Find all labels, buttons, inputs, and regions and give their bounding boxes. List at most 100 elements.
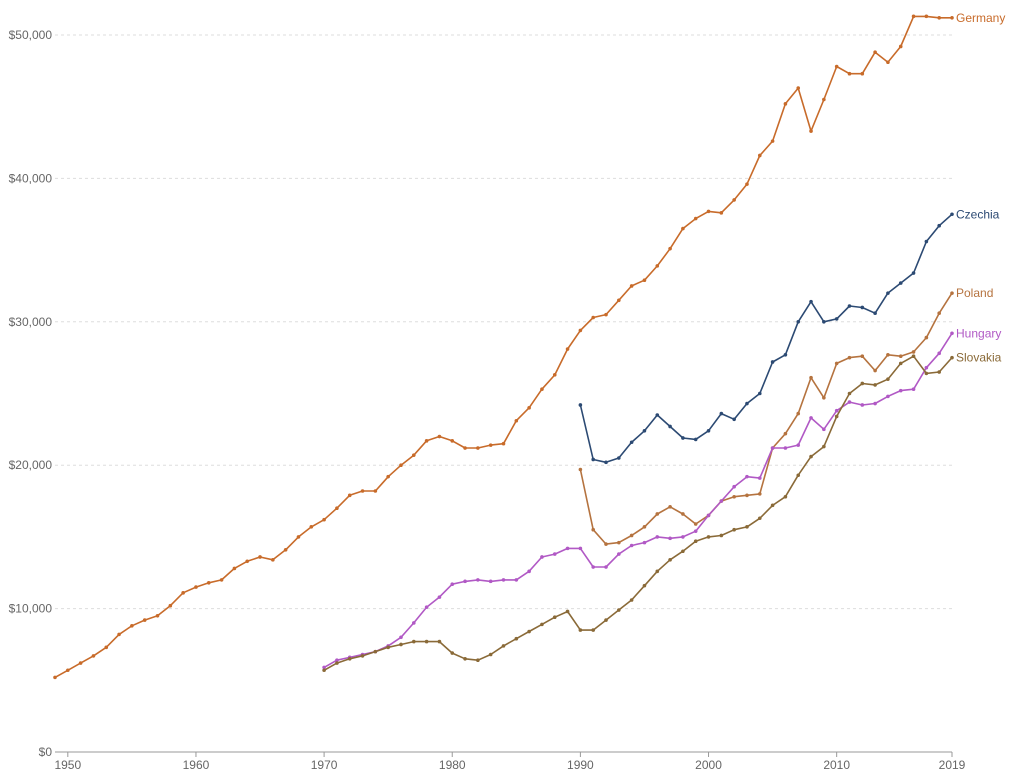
series-label-slovakia: Slovakia [956, 351, 1002, 365]
data-point-poland-1995 [642, 525, 647, 529]
data-point-poland-2017 [924, 335, 929, 340]
data-point-czechia-2018 [937, 223, 941, 228]
data-point-germany-1957 [155, 613, 160, 618]
data-point-slovakia-1990 [578, 628, 583, 632]
data-point-hungary-1978 [424, 605, 429, 609]
data-point-slovakia-1981 [463, 656, 467, 661]
data-point-poland-2006 [783, 431, 788, 436]
data-point-germany-2003 [745, 182, 749, 186]
data-point-hungary-2006 [783, 446, 788, 450]
data-point-hungary-1984 [501, 578, 506, 582]
gridlines [55, 34, 952, 610]
data-point-slovakia-1983 [488, 652, 493, 657]
data-point-slovakia-1992 [604, 618, 608, 622]
data-point-germany-2016 [911, 14, 916, 19]
data-point-czechia-2000 [706, 428, 711, 433]
data-point-germany-1960 [194, 585, 198, 589]
data-point-hungary-1981 [463, 579, 467, 584]
data-point-germany-2015 [898, 44, 903, 49]
data-point-poland-2007 [796, 411, 801, 416]
data-point-hungary-1982 [476, 578, 480, 582]
data-point-germany-1998 [681, 226, 685, 231]
data-point-slovakia-1993 [617, 608, 621, 612]
data-point-hungary-1976 [399, 635, 403, 640]
data-point-germany-1950 [66, 668, 70, 673]
y-tick-label-40000: $40,000 [9, 171, 53, 185]
data-point-hungary-1985 [514, 578, 519, 582]
data-point-slovakia-2006 [783, 494, 788, 499]
data-point-czechia-1999 [693, 437, 698, 442]
data-point-hungary-1999 [693, 529, 698, 533]
series-label-poland: Poland [956, 286, 993, 300]
data-point-germany-1986 [527, 406, 531, 410]
data-point-hungary-2019 [950, 331, 954, 336]
data-point-hungary-2017 [924, 365, 929, 370]
data-point-hungary-2010 [834, 408, 839, 413]
data-point-germany-1951 [78, 661, 83, 665]
data-point-germany-1996 [655, 264, 660, 268]
data-point-poland-1999 [693, 522, 698, 526]
data-point-hungary-2014 [886, 394, 890, 399]
data-point-slovakia-1989 [565, 609, 570, 614]
data-point-germany-2006 [783, 102, 788, 106]
data-point-slovakia-1973 [360, 654, 365, 658]
data-point-czechia-2005 [770, 360, 775, 364]
data-point-hungary-1994 [629, 543, 634, 548]
data-point-germany-1990 [578, 328, 583, 333]
data-point-germany-2000 [706, 209, 711, 214]
data-point-poland-1996 [655, 512, 660, 516]
data-point-czechia-2019 [950, 212, 954, 217]
data-point-hungary-1991 [591, 565, 595, 569]
series-line-poland [579, 292, 953, 545]
data-point-hungary-2012 [860, 403, 865, 407]
data-point-germany-2017 [924, 14, 929, 19]
data-point-hungary-2013 [873, 401, 877, 406]
data-point-slovakia-1978 [424, 639, 429, 644]
data-point-slovakia-1991 [591, 628, 595, 632]
y-tick-label-0: $0 [39, 745, 53, 759]
data-point-germany-1969 [309, 525, 314, 529]
data-point-hungary-2002 [732, 484, 736, 489]
y-tick-label-50000: $50,000 [9, 28, 53, 42]
data-point-germany-1967 [283, 548, 288, 552]
data-point-poland-2009 [822, 396, 826, 400]
y-axis-tick-labels: $0 $10,000 $20,000 $30,000 $40,000 $50,000 [9, 28, 53, 759]
data-point-poland-2011 [847, 355, 852, 360]
data-point-germany-2002 [732, 198, 736, 202]
series-label-hungary: Hungary [956, 326, 1001, 340]
data-point-czechia-2014 [886, 291, 890, 295]
data-point-germany-1968 [296, 535, 301, 539]
data-point-slovakia-2019 [950, 355, 954, 360]
data-point-hungary-1979 [437, 595, 442, 599]
data-point-czechia-2001 [719, 411, 724, 416]
data-point-germany-1981 [463, 446, 467, 450]
data-point-hungary-1980 [450, 582, 455, 587]
data-point-germany-2012 [860, 71, 865, 76]
data-point-slovakia-1971 [335, 661, 339, 665]
data-point-germany-1992 [604, 312, 608, 317]
data-point-germany-2011 [847, 71, 852, 76]
data-point-germany-1980 [450, 439, 455, 443]
data-point-slovakia-1982 [476, 658, 480, 663]
series-line-slovakia [323, 355, 953, 671]
data-point-poland-1998 [681, 512, 685, 516]
data-point-hungary-1987 [540, 555, 544, 559]
data-point-czechia-1992 [604, 460, 608, 465]
data-point-poland-2008 [809, 375, 813, 380]
data-point-slovakia-2001 [719, 533, 724, 538]
data-point-slovakia-1997 [668, 558, 672, 562]
data-point-slovakia-2018 [937, 370, 941, 374]
x-tick-label-1950: 1950 [54, 758, 81, 772]
data-point-poland-1993 [617, 540, 621, 545]
data-point-germany-1956 [142, 618, 147, 622]
data-point-slovakia-1985 [514, 636, 519, 641]
data-point-slovakia-1976 [399, 642, 403, 647]
data-point-slovakia-1974 [373, 649, 378, 654]
series-points [53, 14, 954, 680]
data-point-poland-2003 [745, 493, 749, 498]
data-point-hungary-2000 [706, 513, 711, 518]
data-point-germany-1973 [360, 489, 365, 493]
data-point-poland-1991 [591, 527, 595, 532]
data-point-germany-2005 [770, 139, 775, 143]
